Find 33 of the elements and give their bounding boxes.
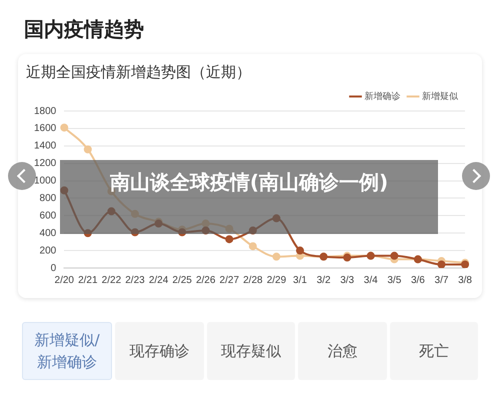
x-tick-label: 3/8 xyxy=(458,274,472,286)
x-tick-label: 2/23 xyxy=(125,274,146,286)
x-tick-label: 2/25 xyxy=(172,274,192,286)
x-tick-label: 3/1 xyxy=(293,274,308,286)
y-tick-label: 1800 xyxy=(34,106,57,117)
x-tick-label: 3/3 xyxy=(340,274,355,286)
x-tick-label: 2/26 xyxy=(196,274,216,286)
x-tick-label: 3/2 xyxy=(316,274,331,286)
x-tick-label: 3/7 xyxy=(434,274,449,286)
y-tick-label: 1400 xyxy=(34,140,57,152)
y-tick-label: 1200 xyxy=(34,158,57,170)
y-tick-label: 200 xyxy=(40,245,57,256)
x-tick-label: 2/24 xyxy=(148,274,169,286)
chart-title: 国内疫情趋势 xyxy=(24,16,144,43)
legend-label: 新增疑似 xyxy=(422,90,458,101)
x-tick-label: 3/5 xyxy=(387,274,402,286)
x-tick-label: 3/4 xyxy=(364,274,378,286)
x-tick-label: 2/22 xyxy=(102,274,122,286)
y-tick-label: 600 xyxy=(40,210,57,222)
y-tick-label: 1000 xyxy=(34,176,57,187)
y-tick-label: 1600 xyxy=(34,123,57,134)
y-tick-label: 0 xyxy=(50,262,57,274)
x-tick-label: 2/29 xyxy=(266,274,287,286)
x-tick-label: 2/21 xyxy=(78,274,98,286)
caption-banner: 南山谈全球疫情(南山确诊一例) xyxy=(60,160,438,234)
x-tick-label: 2/20 xyxy=(54,274,74,286)
x-tick-label: 2/28 xyxy=(243,274,264,286)
x-tick-label: 3/6 xyxy=(410,274,426,286)
chart-subtitle: 近期全国疫情新增趋势图（近期） xyxy=(26,62,251,81)
legend-label: 新增确诊 xyxy=(364,90,400,101)
y-tick-label: 400 xyxy=(40,228,57,239)
y-tick-label: 800 xyxy=(40,192,57,204)
x-tick-label: 2/27 xyxy=(220,274,240,286)
